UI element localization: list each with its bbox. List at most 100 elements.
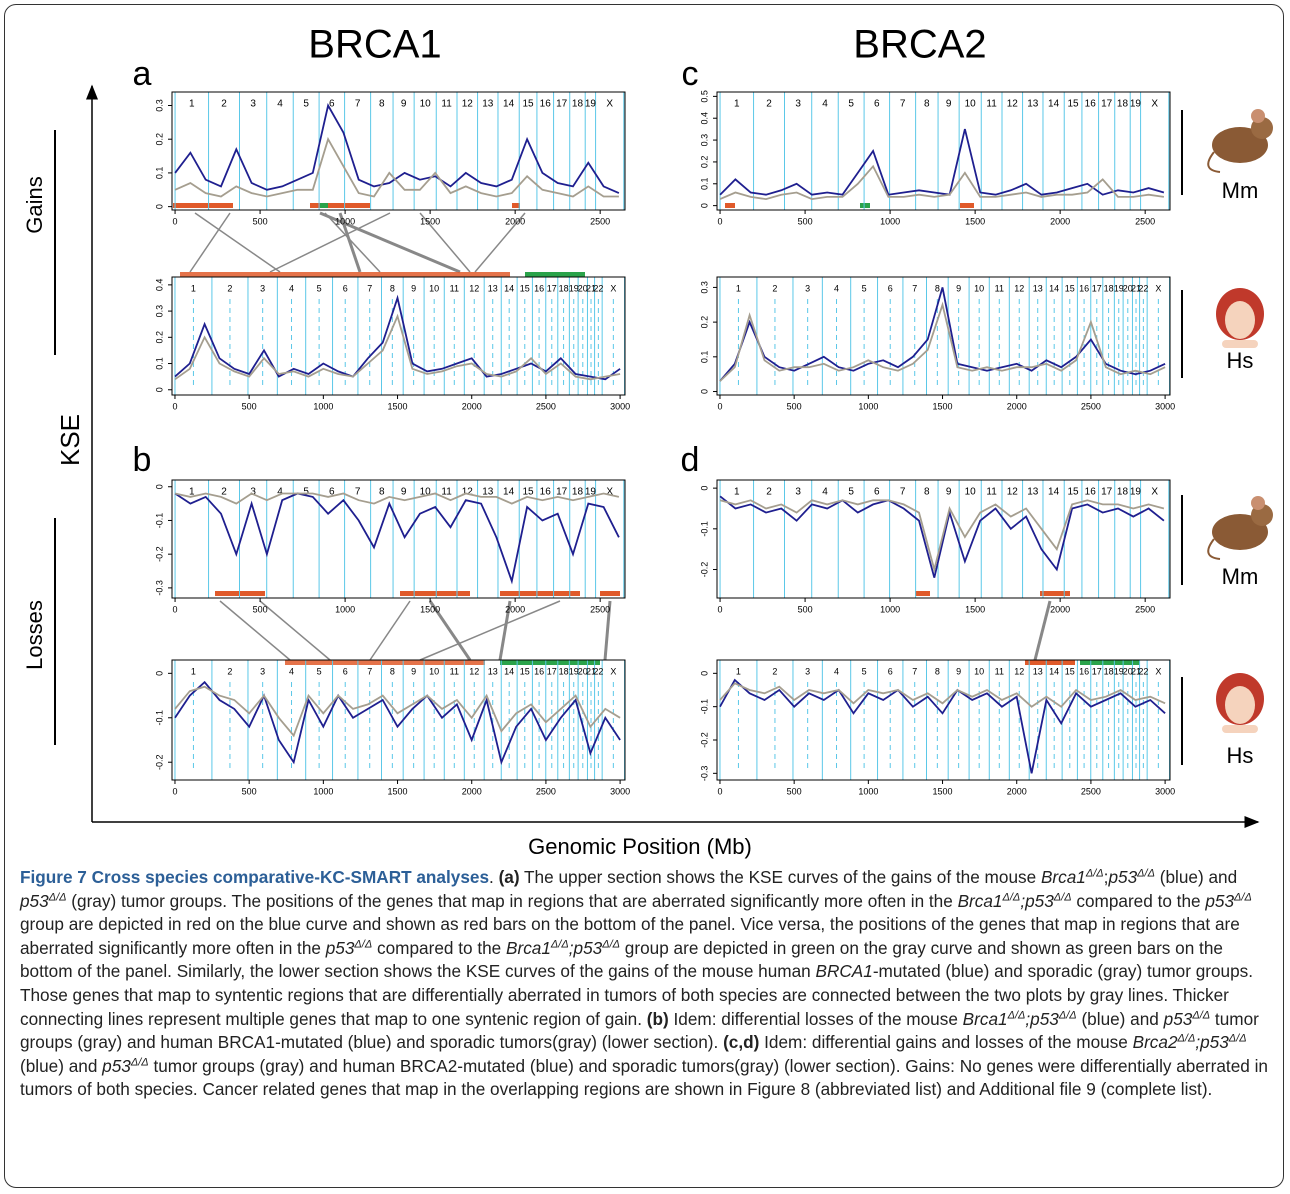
x-tick-label: 500 bbox=[242, 401, 257, 411]
caption-run: BRCA1 bbox=[815, 961, 873, 982]
chromosome-label: 12 bbox=[1007, 99, 1019, 110]
y-tick-label: -0.2 bbox=[154, 546, 164, 562]
column-title: BRCA2 bbox=[853, 23, 986, 67]
kse-curve bbox=[719, 164, 1165, 201]
x-tick-label: 3000 bbox=[610, 401, 630, 411]
chromosome-label: 21 bbox=[586, 283, 596, 293]
link bbox=[498, 600, 512, 661]
x-tick-label: 0 bbox=[718, 216, 723, 226]
chromosome-label: 19 bbox=[1114, 283, 1124, 293]
y-tick-label: 0.1 bbox=[699, 178, 709, 191]
chromosome-label: 4 bbox=[289, 283, 294, 293]
caption-run: -mutated (blue) and sporadic (gray) tumo… bbox=[20, 961, 1254, 1029]
chromosome-label: 1 bbox=[191, 283, 196, 293]
x-tick-label: 3000 bbox=[610, 786, 630, 796]
kse-curve bbox=[174, 492, 620, 505]
y-tick-label: 0.3 bbox=[699, 281, 709, 294]
caption-run: Δ/Δ bbox=[602, 938, 621, 951]
x-tick-label: 2000 bbox=[1050, 604, 1070, 614]
chromosome-label: X bbox=[606, 99, 613, 110]
x-tick-label: 3000 bbox=[1155, 401, 1175, 411]
green-bar bbox=[320, 203, 328, 208]
section-label: Losses bbox=[22, 600, 47, 670]
caption-run: Idem: differential losses of the mouse bbox=[668, 1008, 963, 1029]
chromosome-label: 22 bbox=[1138, 283, 1148, 293]
chromosome-label: 4 bbox=[289, 666, 294, 676]
x-tick-label: 0 bbox=[172, 786, 177, 796]
kse-curve bbox=[174, 136, 619, 198]
chromosome-label: 10 bbox=[420, 487, 432, 498]
chromosome-label: 16 bbox=[1085, 487, 1097, 498]
caption-run: Brca1 bbox=[962, 1008, 1008, 1029]
caption-run: Δ/Δ bbox=[550, 938, 569, 951]
x-tick-label: 2500 bbox=[1135, 604, 1155, 614]
chromosome-label: 7 bbox=[900, 99, 906, 110]
species-label: Hs bbox=[1227, 348, 1254, 373]
caption-run: Δ/Δ bbox=[1053, 890, 1072, 903]
panel-letter: d bbox=[681, 441, 700, 479]
chromosome-label: 3 bbox=[795, 99, 801, 110]
chromosome-label: 15 bbox=[1065, 283, 1075, 293]
plot-frame bbox=[171, 479, 626, 599]
caption-run: Δ/Δ bbox=[1192, 1008, 1211, 1021]
x-tick-label: 2500 bbox=[590, 216, 610, 226]
chromosome-label: 18 bbox=[559, 283, 569, 293]
x-tick-label: 2000 bbox=[1007, 401, 1027, 411]
chromosome-label: 15 bbox=[520, 666, 530, 676]
x-tick-label: 500 bbox=[787, 786, 802, 796]
y-tick-label: -0.2 bbox=[699, 562, 709, 578]
y-tick-label: -0.3 bbox=[699, 766, 709, 782]
caption-run: Δ/Δ bbox=[1228, 1032, 1247, 1045]
chromosome-label: 3 bbox=[805, 283, 810, 293]
red-bar bbox=[180, 272, 510, 277]
chromosome-label: 2 bbox=[227, 283, 232, 293]
x-axis-label: Genomic Position (Mb) bbox=[528, 834, 752, 859]
chromosome-label: 9 bbox=[401, 487, 407, 498]
chromosome-label: 15 bbox=[1068, 487, 1080, 498]
chromosome-label: 18 bbox=[572, 487, 584, 498]
chromosome-label: 9 bbox=[401, 99, 407, 110]
chromosome-label: 8 bbox=[935, 283, 940, 293]
x-tick-label: 1000 bbox=[335, 216, 355, 226]
y-tick-label: 0.1 bbox=[154, 357, 164, 370]
link bbox=[259, 600, 331, 661]
chromosome-label: 19 bbox=[1130, 99, 1142, 110]
chromosome-label: 3 bbox=[250, 487, 256, 498]
chromosome-label: 1 bbox=[734, 487, 740, 498]
caption-run: Δ/Δ bbox=[1058, 1008, 1077, 1021]
x-tick-label: 500 bbox=[253, 604, 268, 614]
link bbox=[474, 212, 526, 273]
kse-curve bbox=[174, 685, 621, 738]
green-bar bbox=[500, 660, 600, 665]
chromosome-label: 8 bbox=[935, 666, 940, 676]
caption-run: Brca2 bbox=[1132, 1032, 1178, 1053]
x-tick-label: 0 bbox=[173, 604, 178, 614]
x-tick-label: 1500 bbox=[965, 604, 985, 614]
chromosome-label: 2 bbox=[772, 666, 777, 676]
y-tick-label: -0.3 bbox=[154, 580, 164, 596]
red-bar bbox=[725, 203, 735, 208]
chromosome-label: 18 bbox=[559, 666, 569, 676]
caption-run: . bbox=[489, 867, 499, 887]
chromosome-label: X bbox=[610, 666, 616, 676]
chromosome-label: 11 bbox=[986, 99, 997, 110]
x-tick-label: 0 bbox=[717, 401, 722, 411]
chromosome-label: 3 bbox=[795, 487, 801, 498]
chromosome-label: 3 bbox=[250, 99, 256, 110]
chromosome-label: 5 bbox=[848, 487, 854, 498]
y-tick-label: -0.2 bbox=[154, 754, 164, 770]
link bbox=[269, 212, 391, 273]
chromosome-label: 19 bbox=[569, 283, 579, 293]
link bbox=[419, 600, 561, 661]
chromosome-label: 3 bbox=[260, 283, 265, 293]
species-label: Hs bbox=[1227, 743, 1254, 768]
caption-run: p53 bbox=[1205, 890, 1235, 911]
chromosome-label: 9 bbox=[956, 283, 961, 293]
chromosome-label: 2 bbox=[221, 99, 227, 110]
chromosome-label: 12 bbox=[469, 666, 479, 676]
chromosome-label: 4 bbox=[277, 99, 283, 110]
human-icon bbox=[1216, 673, 1264, 733]
